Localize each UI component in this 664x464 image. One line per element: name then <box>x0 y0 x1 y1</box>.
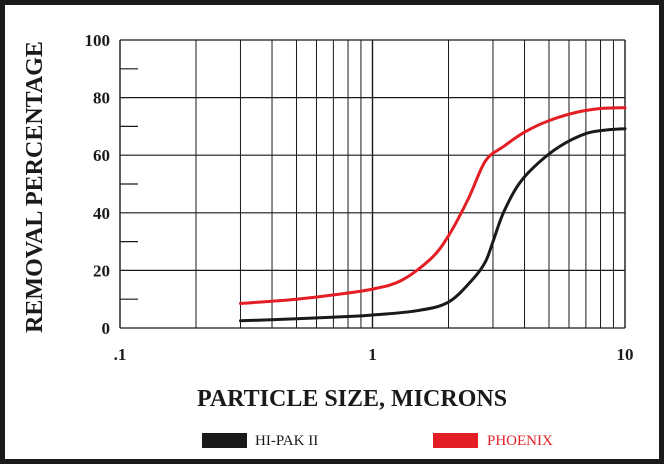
y-tick-label: 0 <box>102 319 111 338</box>
legend-swatch <box>202 433 247 448</box>
legend-label: HI-PAK II <box>255 433 318 449</box>
x-axis-label: PARTICLE SIZE, MICRONS <box>197 386 507 412</box>
legend: HI-PAK II PHOENIX <box>202 433 553 449</box>
series-layer <box>239 106 627 323</box>
x-tick-label: 1 <box>368 345 377 364</box>
y-axis-label: REMOVAL PERCENTAGE <box>22 41 48 333</box>
y-tick-label: 60 <box>93 146 110 165</box>
legend-label: PHOENIX <box>487 433 553 449</box>
legend-swatch <box>433 433 478 448</box>
y-tick-label: 100 <box>85 31 111 50</box>
x-tick-label: .1 <box>114 345 127 364</box>
chart-svg: 0 20 40 60 80 100 .1 1 10 REMOVAL PERCENTAGE PAR… <box>22 31 634 449</box>
series-line-hi-pak-ii <box>239 127 627 323</box>
y-tick-label: 40 <box>93 204 110 223</box>
x-tick-label: 10 <box>617 345 634 364</box>
tick-layer: 0 20 40 60 80 100 .1 1 10 <box>85 31 634 364</box>
grid-layer <box>119 39 626 329</box>
legend-item: PHOENIX <box>433 433 553 449</box>
series-line-phoenix <box>239 106 627 305</box>
y-tick-label: 80 <box>93 89 110 108</box>
legend-item: HI-PAK II <box>202 433 318 449</box>
y-tick-label: 20 <box>93 261 110 280</box>
